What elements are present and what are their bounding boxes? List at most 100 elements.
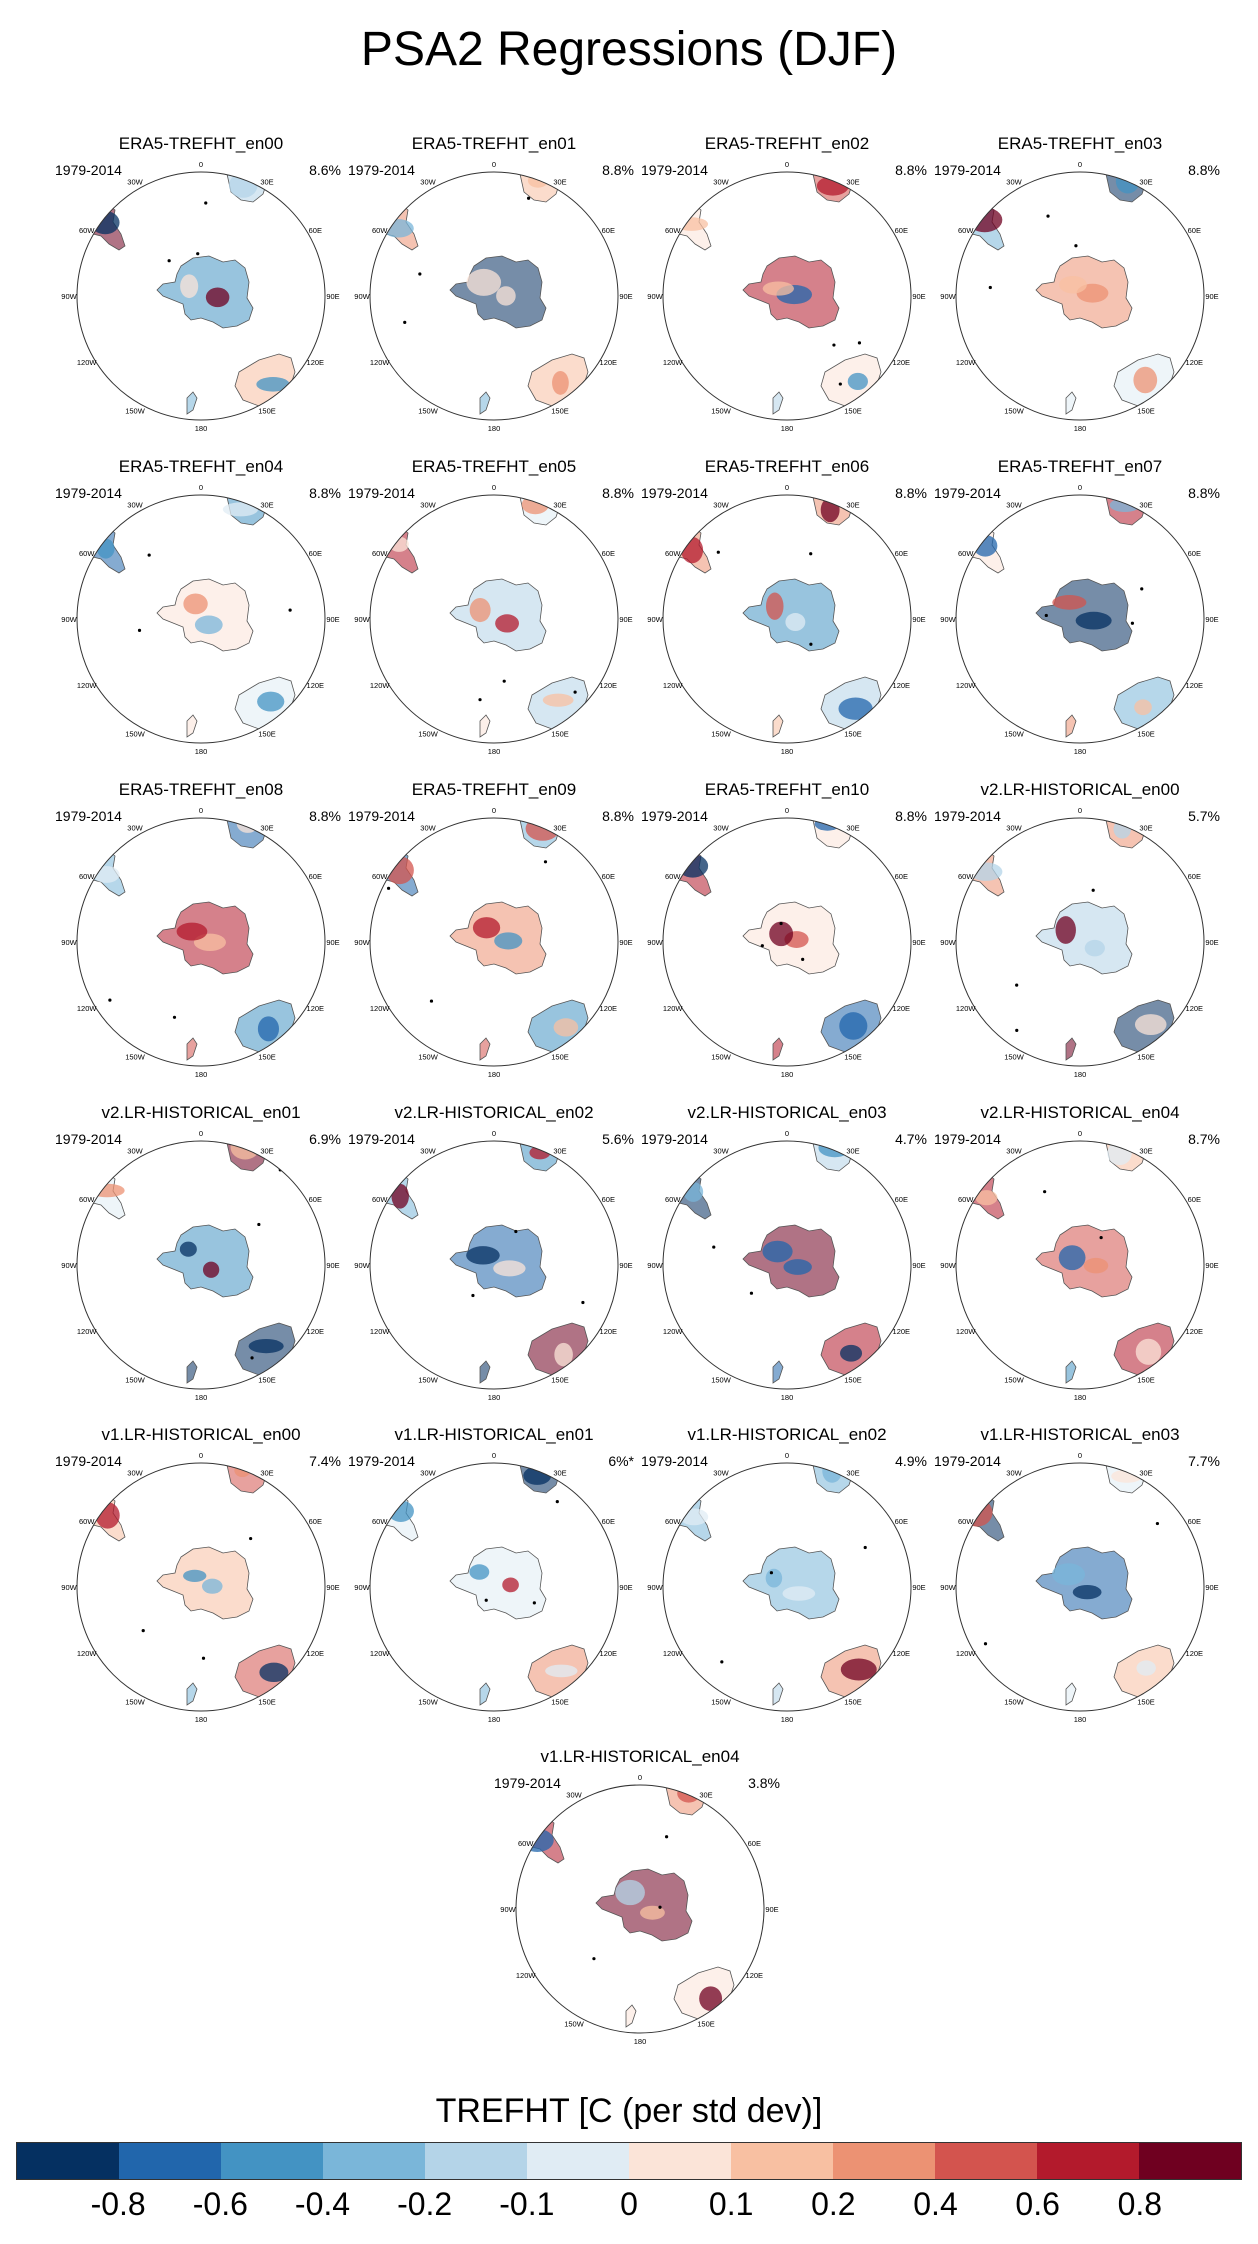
panel-title: v2.LR-HISTORICAL_en00 <box>980 780 1180 799</box>
longitude-label: 90E <box>1205 938 1218 947</box>
anomaly-region <box>545 1664 578 1678</box>
longitude-label: 30E <box>846 1147 859 1156</box>
anomaly-region <box>765 592 784 620</box>
panel-variance: 8.8% <box>309 485 341 501</box>
longitude-label: 150W <box>125 1697 146 1706</box>
antarctica-landmass <box>595 1868 693 1942</box>
longitude-label: 0 <box>785 806 789 815</box>
longitude-label: 180 <box>195 1070 208 1079</box>
longitude-label: 120E <box>1186 681 1204 690</box>
significance-dot <box>1043 1190 1047 1194</box>
longitude-label: 30W <box>713 178 729 187</box>
polar-map: 0 30E 60E 90E 120E 150E 180 150W 120W 90W 60W 30W <box>647 160 925 433</box>
longitude-label: 150E <box>551 406 569 415</box>
significance-dot <box>573 690 577 694</box>
map-panel: v1.LR-HISTORICAL_en01 1979-2014 6%* 0 30E 60E… <box>348 1425 640 1725</box>
longitude-label: 30W <box>713 824 729 833</box>
significance-dot <box>983 1642 988 1646</box>
panel-title: v1.LR-HISTORICAL_en00 <box>101 1425 301 1444</box>
significance-dot <box>1130 621 1134 625</box>
longitude-label: 60E <box>895 1517 908 1526</box>
polar-map: 0 30E 60E 90E 120E 150E 180 150W 120W 90W 60W 30W <box>647 483 925 756</box>
longitude-label: 30W <box>127 1469 143 1478</box>
longitude-label: 0 <box>638 1773 642 1782</box>
longitude-label: 120E <box>893 1649 911 1658</box>
anomaly-region <box>553 1018 579 1037</box>
longitude-label: 60E <box>748 1839 761 1848</box>
panel-title: ERA5-TREFHT_en07 <box>997 457 1163 476</box>
longitude-label: 60W <box>372 1517 388 1526</box>
significance-dot <box>201 1656 206 1660</box>
longitude-label: 90E <box>1205 1261 1218 1270</box>
longitude-label: 30E <box>260 824 273 833</box>
longitude-label: 60W <box>372 1195 388 1204</box>
antarctica-landmass <box>156 1224 254 1298</box>
significance-dot <box>1091 888 1095 892</box>
anomaly-region <box>179 1241 197 1257</box>
longitude-label: 60E <box>309 1517 322 1526</box>
colorbar-title: TREFHT [C (per std dev)] <box>435 2092 823 2130</box>
longitude-label: 150E <box>551 1052 569 1061</box>
longitude-label: 180 <box>488 1715 501 1724</box>
longitude-label: 30E <box>846 824 859 833</box>
significance-dot <box>418 272 422 276</box>
anomaly-region <box>391 1183 409 1209</box>
longitude-label: 180 <box>195 1393 208 1402</box>
panel-period: 1979-2014 <box>55 1131 122 1147</box>
longitude-label: 30E <box>846 1469 859 1478</box>
anomaly-region <box>769 921 794 947</box>
panel-period: 1979-2014 <box>641 1453 708 1469</box>
map-boundary <box>76 494 326 744</box>
polar-map: 0 30E 60E 90E 120E 150E 180 150W 120W 90W 60W 30W <box>61 806 339 1079</box>
longitude-label: 150W <box>125 406 146 415</box>
new-zealand-landmass <box>772 391 784 415</box>
significance-dot <box>484 1598 488 1602</box>
panel-title: v2.LR-HISTORICAL_en04 <box>980 1103 1180 1122</box>
antarctica-landmass <box>1035 901 1133 975</box>
new-zealand-landmass <box>772 1360 784 1384</box>
anomaly-region <box>183 593 208 615</box>
longitude-label: 120E <box>1186 1649 1204 1658</box>
longitude-label: 120E <box>307 1649 325 1658</box>
longitude-label: 150W <box>125 1375 146 1384</box>
anomaly-region <box>472 917 501 939</box>
longitude-label: 90E <box>1205 1583 1218 1592</box>
anomaly-region <box>615 1879 645 1906</box>
significance-dot <box>985 1353 989 1357</box>
longitude-label: 30E <box>699 1791 712 1800</box>
longitude-label: 150W <box>564 2019 585 2028</box>
longitude-label: 60W <box>958 872 974 881</box>
longitude-label: 0 <box>1078 806 1082 815</box>
longitude-label: 60E <box>1188 872 1201 881</box>
longitude-label: 60W <box>665 549 681 558</box>
significance-dot <box>685 1364 689 1369</box>
panel-variance: 8.8% <box>1188 162 1220 178</box>
map-panel: ERA5-TREFHT_en01 1979-2014 8.8% 0 30E 60E 90E 1… <box>348 134 640 434</box>
map-boundary <box>369 494 619 744</box>
longitude-label: 120E <box>600 1327 618 1336</box>
panel-variance: 8.8% <box>1188 485 1220 501</box>
longitude-label: 180 <box>195 747 208 756</box>
longitude-label: 90E <box>912 292 925 301</box>
polar-map: 0 30E 60E 90E 120E 150E 180 150W 120W 90W 60W 30W <box>354 160 632 433</box>
map-panel: ERA5-TREFHT_en10 1979-2014 8.8% 0 30E 60E 90E 1… <box>641 780 933 1080</box>
longitude-label: 60W <box>372 872 388 881</box>
longitude-label: 120W <box>663 1004 684 1013</box>
panel-period: 1979-2014 <box>934 1453 1001 1469</box>
longitude-label: 150E <box>1137 1697 1155 1706</box>
anomaly-region <box>180 274 199 299</box>
map-boundary <box>955 1462 1205 1712</box>
polar-map: 0 30E 60E 90E 120E 150E 180 150W 120W 90W 60W 30W <box>940 483 1218 756</box>
new-zealand-landmass <box>772 714 784 738</box>
longitude-label: 90W <box>61 938 77 947</box>
polar-map: 0 30E 60E 90E 120E 150E 180 150W 120W 90W 60W 30W <box>940 160 1218 433</box>
map-panel: ERA5-TREFHT_en03 1979-2014 8.8% 0 30E 60E 90E 1… <box>934 134 1226 434</box>
anomaly-region <box>1136 1660 1156 1676</box>
new-zealand-landmass <box>479 1037 491 1061</box>
panel-period: 1979-2014 <box>934 808 1001 824</box>
map-panel: v1.LR-HISTORICAL_en03 1979-2014 7.7% 0 30E 60… <box>934 1425 1226 1725</box>
longitude-label: 120W <box>370 1327 391 1336</box>
map-boundary <box>662 1462 912 1712</box>
longitude-label: 180 <box>195 424 208 433</box>
colorbar-tick-label: -0.1 <box>499 2186 555 2222</box>
